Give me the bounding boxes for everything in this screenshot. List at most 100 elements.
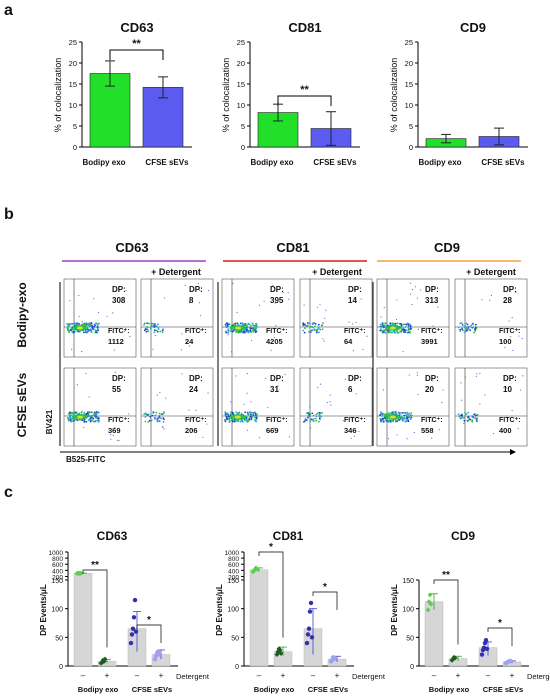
event-dot [254,419,257,422]
event-dot [384,322,387,324]
x-tick-label: Bodipy exo [82,158,125,167]
event-dot [85,330,88,333]
event-dot [407,324,410,327]
dp-label: DP: [270,285,284,294]
event-dot [410,293,412,295]
event-dot [322,338,324,340]
event-dot [463,422,465,424]
chart-title: CD63 [97,529,128,543]
event-dot [467,415,470,418]
event-dot [89,420,92,423]
event-dot [123,330,126,332]
significance-label: * [269,542,273,553]
event-dot [318,331,320,334]
panel-a-chart-cd9: CD9 % of colocalization 0 5 10 15 20 25 Bodipy e… [389,20,528,167]
y-tick-label: 200 [228,574,239,581]
event-dot [379,418,382,420]
fitc-value: 3991 [421,337,438,346]
density-peak [390,326,396,330]
event-dot [249,324,252,327]
event-dot [68,331,71,334]
event-dot [303,331,306,334]
event-dot [277,420,279,423]
group-label: CFSE sEVs [308,685,348,694]
event-dot [512,349,514,352]
event-dot [154,414,157,417]
data-point [156,652,162,657]
event-dot [396,420,399,423]
event-dot [381,414,384,417]
event-dot [407,419,409,422]
plus-label: + [281,671,286,680]
event-dot [236,419,239,422]
event-dot [379,329,382,332]
event-dot [249,329,252,332]
event-dot [437,306,439,308]
dp-label: DP: [503,374,517,383]
event-dot [362,348,364,351]
event-dot [461,323,464,326]
y-tick-label: 200 [52,574,63,581]
flow-plot: DP: 10 FITC⁺: 400 [454,367,528,447]
event-dot [250,413,252,416]
event-dot [316,306,318,308]
event-dot [87,328,89,331]
event-dot [284,373,286,376]
event-dot [409,282,411,284]
event-dot [197,283,199,285]
y-tick-label: 0 [241,143,245,152]
event-dot [315,415,318,418]
event-dot [250,418,253,421]
event-dot [407,326,410,329]
significance-bracket [258,551,284,638]
event-dot [96,324,99,327]
event-dot [229,411,232,414]
event-dot [156,417,158,420]
event-dot [92,417,95,420]
event-dot [81,321,83,323]
event-dot [188,345,191,347]
event-dot [227,413,230,416]
event-dot [381,419,384,422]
y-tick-label: 0 [409,143,413,152]
event-dot [288,298,290,300]
event-dot [150,323,153,325]
event-dot [71,412,74,415]
event-dot [251,322,254,325]
data-point [484,646,490,651]
data-point [452,655,458,661]
event-dot [81,410,83,413]
dp-label: DP: [425,374,439,383]
fitc-label: FITC⁺: [108,328,130,335]
event-dot [181,373,183,375]
event-dot [407,323,410,325]
data-point [305,632,311,637]
event-dot [73,419,75,422]
event-dot [252,411,255,414]
dp-label: DP: [503,285,517,294]
event-dot [240,412,243,415]
event-dot [163,428,165,430]
flow-plot: DP: 20 FITC⁺: 558 [376,367,450,447]
plus-label: + [510,671,515,680]
event-dot [406,416,409,419]
event-dot [143,323,145,326]
data-point [78,570,84,576]
event-dot [314,323,317,325]
event-dot [467,327,470,330]
density-peak [235,415,241,419]
y-tick-label: 25 [237,38,245,47]
event-dot [154,335,156,337]
event-dot [270,349,272,352]
fitc-value: 400 [499,426,512,435]
event-dot [85,372,87,375]
event-dot [417,393,419,396]
event-dot [145,330,148,333]
event-dot [392,412,395,414]
event-dot [230,351,233,353]
event-dot [249,327,252,330]
event-dot [92,414,95,416]
event-dot [153,325,156,328]
event-dot [414,286,417,288]
event-dot [90,411,93,414]
